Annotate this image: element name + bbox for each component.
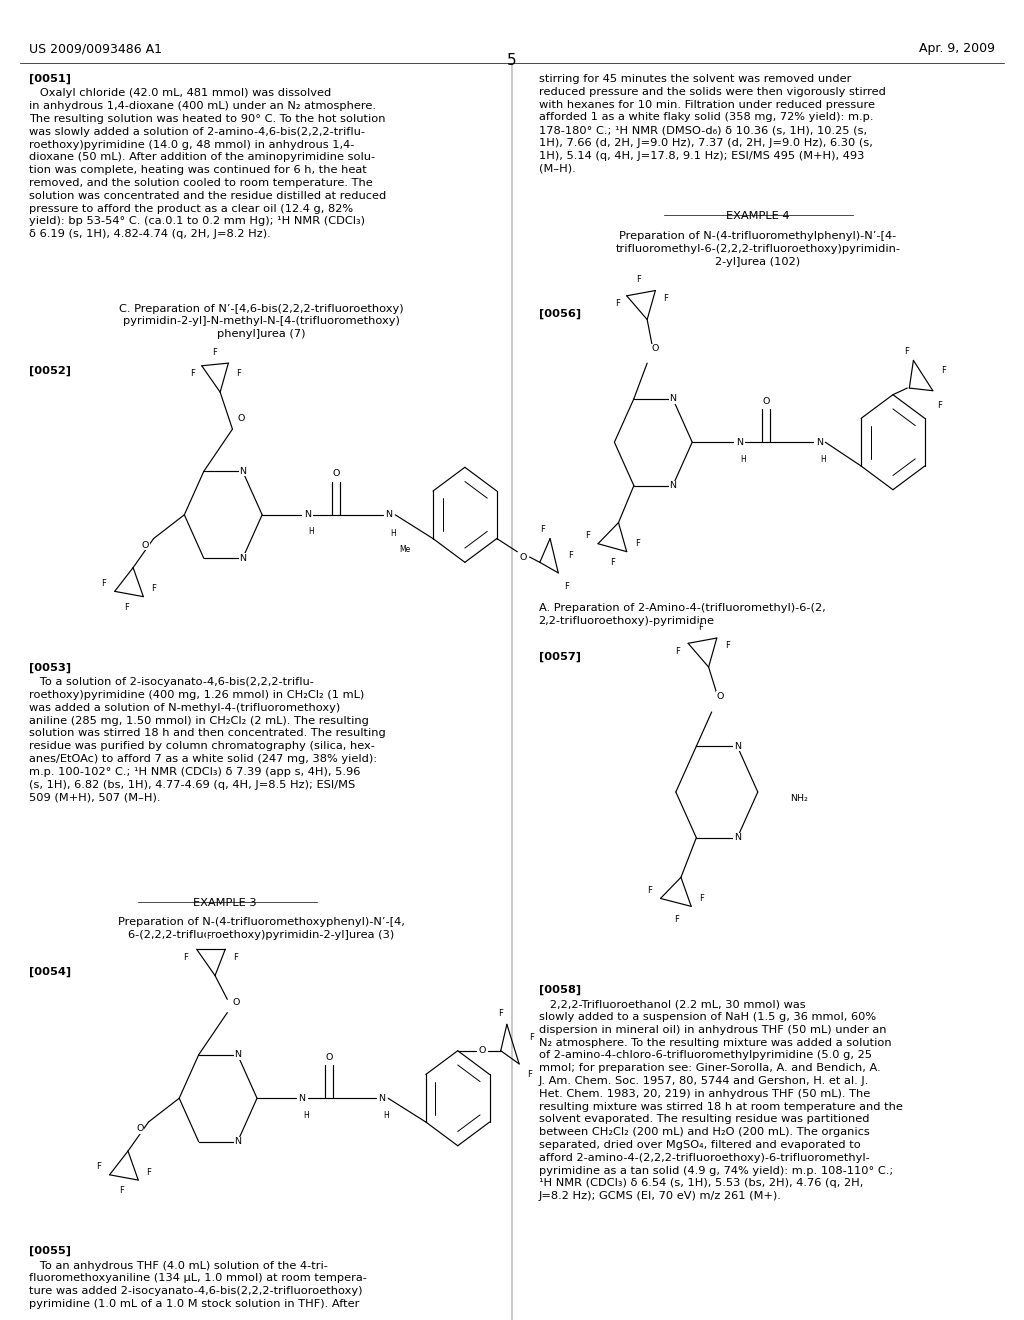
Text: N: N xyxy=(299,1094,305,1102)
Text: Apr. 9, 2009: Apr. 9, 2009 xyxy=(920,42,995,55)
Text: NH₂: NH₂ xyxy=(791,795,808,803)
Text: N: N xyxy=(816,438,822,446)
Text: N: N xyxy=(304,511,310,519)
Text: O: O xyxy=(325,1053,333,1061)
Text: EXAMPLE 3: EXAMPLE 3 xyxy=(194,898,257,908)
Text: Preparation of N-(4-trifluoromethylphenyl)-N’-[4-
trifluoromethyl-6-(2,2,2-trifl: Preparation of N-(4-trifluoromethylpheny… xyxy=(615,231,900,267)
Text: O: O xyxy=(651,345,659,354)
Text: F: F xyxy=(568,552,573,560)
Text: O: O xyxy=(716,692,724,701)
Text: O: O xyxy=(478,1047,486,1055)
Text: F: F xyxy=(699,894,705,903)
Text: Preparation of N-(4-trifluoromethoxyphenyl)-N’-[4,
6-(2,2,2-trifluoroethoxy)pyri: Preparation of N-(4-trifluoromethoxyphen… xyxy=(118,917,404,940)
Text: N: N xyxy=(736,438,742,446)
Text: N: N xyxy=(234,1051,241,1060)
Text: [0056]: [0056] xyxy=(539,309,581,319)
Text: H: H xyxy=(820,455,826,463)
Text: F: F xyxy=(585,531,590,540)
Text: F: F xyxy=(125,603,129,611)
Text: [0054]: [0054] xyxy=(29,966,71,977)
Text: O: O xyxy=(232,998,241,1007)
Text: F: F xyxy=(183,953,188,962)
Text: F: F xyxy=(233,953,239,962)
Text: H: H xyxy=(308,528,314,536)
Text: O: O xyxy=(520,553,527,561)
Text: Me: Me xyxy=(399,545,411,553)
Text: 5: 5 xyxy=(507,53,517,67)
Text: [0055]: [0055] xyxy=(29,1246,71,1257)
Text: N: N xyxy=(734,742,740,751)
Text: F: F xyxy=(647,886,652,895)
Text: F: F xyxy=(101,579,106,587)
Text: F: F xyxy=(527,1071,532,1078)
Text: F: F xyxy=(614,300,620,309)
Text: To an anhydrous THF (4.0 mL) solution of the 4-tri-
fluoromethoxyaniline (134 μL: To an anhydrous THF (4.0 mL) solution of… xyxy=(29,1261,367,1309)
Text: [0051]: [0051] xyxy=(29,74,71,84)
Text: US 2009/0093486 A1: US 2009/0093486 A1 xyxy=(29,42,162,55)
Text: O: O xyxy=(238,414,246,424)
Text: O: O xyxy=(762,397,770,405)
Text: F: F xyxy=(564,582,569,590)
Text: [0058]: [0058] xyxy=(539,985,581,995)
Text: O: O xyxy=(141,541,150,549)
Text: F: F xyxy=(941,367,946,375)
Text: EXAMPLE 4: EXAMPLE 4 xyxy=(726,211,790,222)
Text: F: F xyxy=(698,623,702,632)
Text: F: F xyxy=(213,348,217,358)
Text: F: F xyxy=(664,294,669,304)
Text: F: F xyxy=(635,539,640,548)
Text: stirring for 45 minutes the solvent was removed under
reduced pressure and the s: stirring for 45 minutes the solvent was … xyxy=(539,74,886,173)
Text: To a solution of 2-isocyanato-4,6-bis(2,2,2-triflu-
roethoxy)pyrimidine (400 mg,: To a solution of 2-isocyanato-4,6-bis(2,… xyxy=(29,677,385,803)
Text: Oxalyl chloride (42.0 mL, 481 mmol) was dissolved
in anhydrous 1,4-dioxane (400 : Oxalyl chloride (42.0 mL, 481 mmol) was … xyxy=(29,88,386,239)
Text: 2,2,2-Trifluoroethanol (2.2 mL, 30 mmol) was
slowly added to a suspension of NaH: 2,2,2-Trifluoroethanol (2.2 mL, 30 mmol)… xyxy=(539,999,902,1201)
Text: F: F xyxy=(96,1163,101,1171)
Text: H: H xyxy=(740,455,746,463)
Text: F: F xyxy=(937,401,942,409)
Text: H: H xyxy=(390,529,396,537)
Text: F: F xyxy=(120,1187,124,1195)
Text: N: N xyxy=(670,395,676,404)
Text: F: F xyxy=(189,370,195,379)
Text: O: O xyxy=(136,1125,144,1133)
Text: N: N xyxy=(379,1094,385,1102)
Text: H: H xyxy=(303,1111,309,1119)
Text: N: N xyxy=(670,480,676,490)
Text: F: F xyxy=(152,585,157,593)
Text: O: O xyxy=(332,470,340,478)
Text: F: F xyxy=(541,525,546,533)
Text: N: N xyxy=(234,1137,241,1146)
Text: F: F xyxy=(237,370,242,379)
Text: [0052]: [0052] xyxy=(29,366,71,376)
Text: F: F xyxy=(675,915,679,924)
Text: F: F xyxy=(499,1010,503,1018)
Text: [0053]: [0053] xyxy=(29,663,71,673)
Text: N: N xyxy=(240,553,246,562)
Text: N: N xyxy=(240,467,246,477)
Text: F: F xyxy=(207,932,211,941)
Text: C. Preparation of N’-[4,6-bis(2,2,2-trifluoroethoxy)
pyrimidin-2-yl]-N-methyl-N-: C. Preparation of N’-[4,6-bis(2,2,2-trif… xyxy=(119,304,403,339)
Text: [0057]: [0057] xyxy=(539,652,581,663)
Text: N: N xyxy=(386,511,392,519)
Text: F: F xyxy=(146,1168,152,1176)
Text: F: F xyxy=(610,557,614,566)
Text: F: F xyxy=(637,276,641,285)
Text: F: F xyxy=(675,647,680,656)
Text: N: N xyxy=(734,833,740,842)
Text: F: F xyxy=(529,1034,535,1041)
Text: F: F xyxy=(904,347,908,355)
Text: A. Preparation of 2-Amino-4-(trifluoromethyl)-6-(2,
2,2-trifluoroethoxy)-pyrimid: A. Preparation of 2-Amino-4-(trifluorome… xyxy=(539,603,825,626)
Text: H: H xyxy=(383,1111,389,1119)
Text: F: F xyxy=(725,642,730,651)
